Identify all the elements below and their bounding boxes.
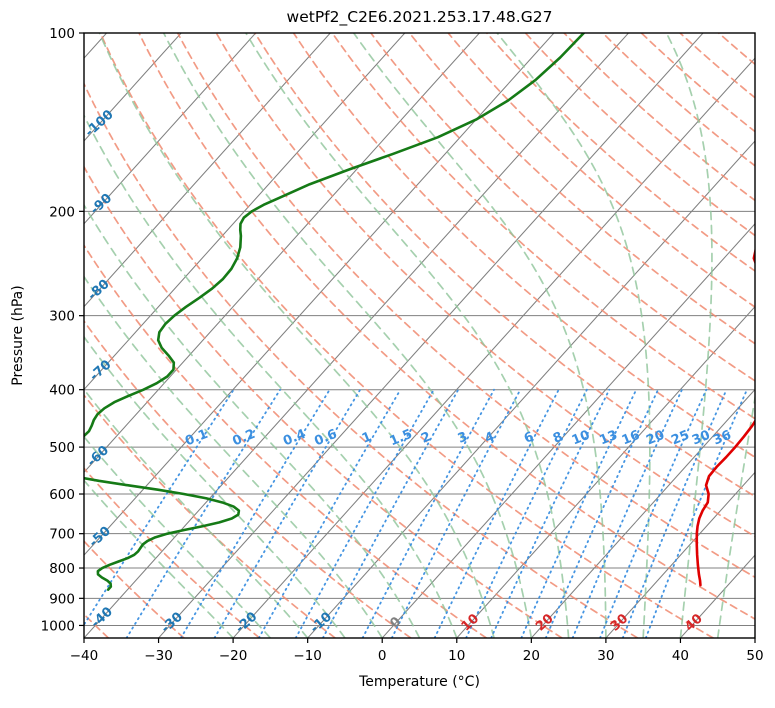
mixing-ratio-line <box>390 388 522 638</box>
moist-adiabat-line <box>665 33 713 638</box>
moist-adiabat-line <box>84 479 234 638</box>
mixing-ratio-label: 10 <box>570 428 592 449</box>
mixing-ratio-label: 36 <box>711 428 733 449</box>
dry-adiabat-line <box>84 165 563 638</box>
x-tick-label: 50 <box>746 648 763 664</box>
isotherm-line <box>232 57 755 638</box>
dry-adiabat-line <box>563 33 755 202</box>
y-tick-label: 400 <box>49 383 75 399</box>
isotherm-line <box>84 33 629 638</box>
dry-adiabat-line <box>601 33 755 167</box>
isotherm-line <box>84 33 480 474</box>
mixing-ratio-line <box>180 388 331 638</box>
moist-adiabat-line <box>84 435 272 638</box>
x-tick-label: 40 <box>672 648 689 664</box>
x-tick-label: −20 <box>219 648 248 664</box>
y-tick-label: 300 <box>49 309 75 325</box>
isotherm-line <box>158 33 704 638</box>
dry-adiabat-line <box>370 33 755 382</box>
dry-adiabat-line <box>215 33 755 538</box>
y-tick-label: 100 <box>49 26 75 42</box>
mixing-ratio-label: 30 <box>690 428 712 449</box>
dry-adiabat-line <box>408 33 755 345</box>
mixing-ratio-label: 25 <box>669 428 691 449</box>
mixing-ratio-label: 16 <box>620 428 642 449</box>
x-tick-label: 20 <box>523 648 540 664</box>
dewpoint-profile-line <box>84 33 586 591</box>
temperature-profile-line <box>695 246 755 587</box>
y-tick-label: 1000 <box>41 618 75 634</box>
y-tick-label: 200 <box>49 204 75 220</box>
moist-adiabat-line <box>98 33 495 638</box>
dry-adiabat-line <box>138 33 755 621</box>
mixing-ratio-line <box>361 388 495 638</box>
x-tick-label: −10 <box>293 648 322 664</box>
x-tick-label: 30 <box>597 648 614 664</box>
mixing-ratio-label: 20 <box>644 428 666 449</box>
mixing-ratio-line <box>544 388 659 638</box>
dry-adiabat-line <box>524 33 755 237</box>
moist-adiabat-line <box>496 33 651 638</box>
moist-adiabat-line <box>84 388 309 638</box>
mixing-ratio-line <box>433 388 560 638</box>
moist-adiabat-line <box>84 335 346 638</box>
mixing-ratio-line <box>490 388 611 638</box>
mixing-ratio-line <box>257 388 402 638</box>
dry-adiabat-line <box>331 33 755 420</box>
dry-adiabat-line <box>292 33 755 459</box>
x-tick-label: −30 <box>144 648 173 664</box>
y-tick-label: 700 <box>49 527 75 543</box>
dry-adiabat-line <box>176 33 755 579</box>
x-tick-label: −40 <box>70 648 99 664</box>
y-tick-label: 600 <box>49 487 75 503</box>
dry-adiabat-line <box>84 319 412 638</box>
moist-adiabat-line <box>754 632 755 638</box>
moist-adiabat-line <box>84 113 458 638</box>
isotherm-line <box>84 33 555 556</box>
dry-adiabat-line <box>84 467 261 638</box>
moist-adiabat-line <box>352 33 607 638</box>
isotherm-line <box>381 223 755 638</box>
mixing-ratio-line <box>213 388 362 638</box>
dry-adiabat-line <box>84 393 337 638</box>
x-tick-label: 0 <box>378 648 387 664</box>
dry-adiabat-line <box>757 33 775 638</box>
dry-adiabat-line <box>84 81 639 638</box>
mixing-ratio-line <box>571 388 683 638</box>
moist-adiabat-line <box>84 275 384 638</box>
y-tick-label: 800 <box>49 561 75 577</box>
x-tick-label: 10 <box>448 648 465 664</box>
plot-frame <box>83 32 756 639</box>
isotherm-line <box>456 305 755 638</box>
dry-adiabat-line <box>99 33 715 638</box>
mixing-ratio-label: 13 <box>597 428 619 449</box>
isotherm-line <box>754 637 755 638</box>
y-axis-label: Pressure (hPa) <box>10 285 26 385</box>
moist-adiabat-line <box>162 33 533 638</box>
isotherm-line <box>84 33 182 142</box>
x-axis-label: Temperature (°C) <box>358 674 480 690</box>
y-tick-label: 900 <box>49 591 75 607</box>
mixing-ratio-line <box>125 388 282 638</box>
dry-adiabat-line <box>447 33 755 309</box>
moist-adiabat-line <box>716 393 755 638</box>
moist-adiabat-line <box>244 33 570 638</box>
dry-adiabat-line <box>485 33 755 273</box>
moist-adiabat-line <box>84 203 421 638</box>
mixing-ratio-line <box>520 388 638 638</box>
dry-adiabat-line <box>254 33 755 498</box>
y-tick-label: 500 <box>49 440 75 456</box>
chart-title: wetPf2_C2E6.2021.253.17.48.G27 <box>287 8 553 27</box>
isotherm-line <box>84 33 257 225</box>
mixing-ratio-line <box>465 388 588 638</box>
mixing-ratio-line <box>84 388 235 627</box>
